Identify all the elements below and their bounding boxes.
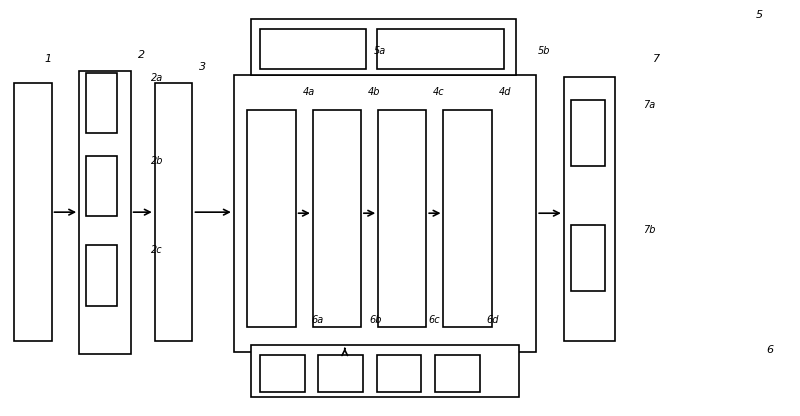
Text: 2: 2	[138, 50, 145, 60]
FancyBboxPatch shape	[234, 75, 536, 352]
Text: 2b: 2b	[151, 156, 164, 166]
FancyBboxPatch shape	[154, 83, 193, 341]
FancyBboxPatch shape	[564, 77, 615, 341]
FancyBboxPatch shape	[86, 73, 117, 133]
FancyBboxPatch shape	[251, 19, 516, 75]
Text: 5b: 5b	[538, 46, 550, 56]
Text: 4b: 4b	[368, 87, 380, 97]
FancyBboxPatch shape	[86, 245, 117, 306]
Text: 4a: 4a	[302, 87, 314, 97]
FancyBboxPatch shape	[318, 355, 363, 392]
Text: 3: 3	[199, 62, 206, 72]
FancyBboxPatch shape	[570, 100, 605, 166]
FancyBboxPatch shape	[79, 71, 130, 354]
Text: 2a: 2a	[151, 73, 163, 83]
Text: 7a: 7a	[642, 100, 655, 110]
Text: 5a: 5a	[374, 46, 386, 56]
FancyBboxPatch shape	[435, 355, 480, 392]
Text: 4c: 4c	[433, 87, 445, 97]
Text: 2c: 2c	[151, 245, 163, 255]
Text: 6d: 6d	[486, 315, 499, 325]
FancyBboxPatch shape	[251, 345, 519, 397]
FancyBboxPatch shape	[260, 29, 366, 69]
FancyBboxPatch shape	[378, 110, 426, 327]
FancyBboxPatch shape	[247, 110, 296, 327]
Text: 6b: 6b	[370, 315, 382, 325]
FancyBboxPatch shape	[14, 83, 51, 341]
FancyBboxPatch shape	[86, 156, 117, 216]
FancyBboxPatch shape	[377, 355, 422, 392]
FancyBboxPatch shape	[260, 355, 305, 392]
Text: 6a: 6a	[311, 315, 324, 325]
FancyBboxPatch shape	[443, 110, 491, 327]
Text: 6: 6	[766, 345, 774, 355]
Text: 7: 7	[653, 54, 660, 64]
FancyBboxPatch shape	[377, 29, 504, 69]
Text: 1: 1	[45, 54, 52, 64]
Text: 5: 5	[756, 10, 763, 20]
FancyBboxPatch shape	[570, 225, 605, 291]
Text: 7b: 7b	[642, 225, 655, 235]
FancyBboxPatch shape	[313, 110, 361, 327]
Text: 6c: 6c	[428, 315, 440, 325]
Text: 4d: 4d	[498, 87, 511, 97]
